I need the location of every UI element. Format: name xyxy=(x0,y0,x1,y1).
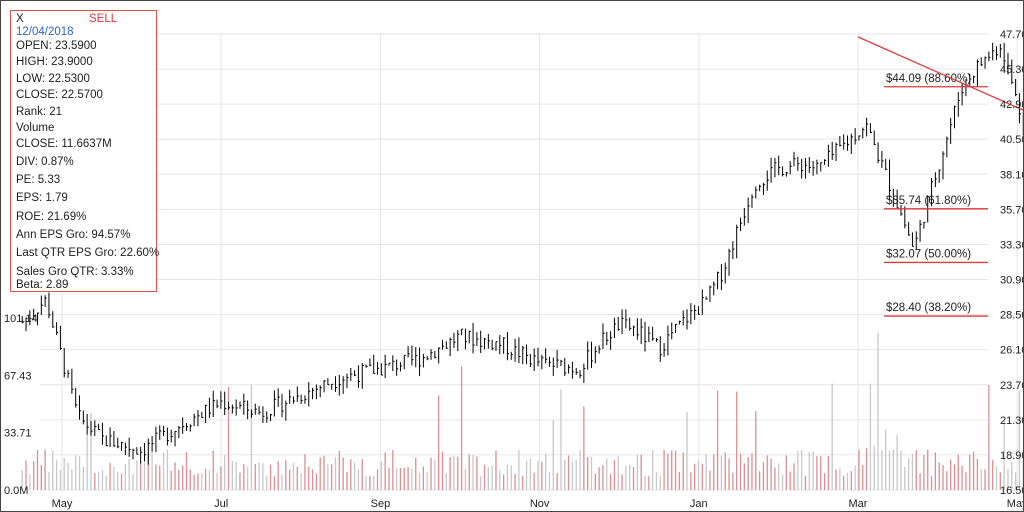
volume-tick-label: 67.43 xyxy=(4,370,32,382)
month-tick-label: May xyxy=(52,498,73,510)
volume-tick-label: 101.14 xyxy=(4,313,38,325)
price-tick-label: 21.30 xyxy=(1000,415,1024,427)
info-line: Ann EPS Gro: 94.57% xyxy=(16,229,131,241)
price-tick-label: 16.50 xyxy=(1000,485,1024,497)
price-tick-label: 35.70 xyxy=(1000,204,1024,216)
price-tick-label: 42.90 xyxy=(1000,99,1024,111)
info-box: X SELL 12/04/2018 OPEN: 23.5900 HIGH: 23.… xyxy=(10,10,160,292)
info-line: CLOSE: 22.5700 xyxy=(16,89,103,101)
info-line: Beta: 2.89 xyxy=(16,279,69,291)
month-tick-label: Mar xyxy=(849,498,868,510)
price-tick-label: 26.10 xyxy=(1000,345,1024,357)
price-tick-label: 23.70 xyxy=(1000,380,1024,392)
symbol-label: X xyxy=(16,13,24,25)
signal-badge: SELL xyxy=(89,13,118,25)
price-bars xyxy=(21,42,1024,465)
info-line: Volume xyxy=(16,122,55,134)
fib-level-label: $28.40 (38.20%) xyxy=(886,302,971,314)
price-tick-label: 47.70 xyxy=(1000,29,1024,41)
month-tick-label: Jan xyxy=(690,498,708,510)
volume-tick-label: 33.71 xyxy=(4,428,32,440)
fib-level-label: $32.07 (50.00%) xyxy=(886,248,971,260)
info-line: PE: 5.33 xyxy=(16,174,61,186)
info-line: LOW: 22.5300 xyxy=(16,73,90,85)
month-tick-label: May xyxy=(1007,498,1024,510)
month-tick-label: Jul xyxy=(214,498,228,510)
month-tick-label: Nov xyxy=(530,498,550,510)
volume-tick-label: 0.0M xyxy=(4,485,28,497)
price-tick-label: 18.90 xyxy=(1000,450,1024,462)
price-tick-label: 28.50 xyxy=(1000,310,1024,322)
info-line: EPS: 1.79 xyxy=(16,192,68,204)
chart-grid xyxy=(40,33,1018,492)
info-line: Last QTR EPS Gro: 22.60% xyxy=(16,247,160,259)
price-tick-label: 30.90 xyxy=(1000,275,1024,287)
price-tick-label: 40.50 xyxy=(1000,134,1024,146)
info-line: CLOSE: 11.6637M xyxy=(16,138,112,150)
info-line: Sales Gro QTR: 3.33% xyxy=(16,266,134,278)
info-line: OPEN: 23.5900 xyxy=(16,40,97,52)
fibonacci-levels: $44.09 (88.60%) $35.74 (61.80%) $32.07 (50… xyxy=(884,73,988,317)
axis-labels: 47.70 45.30 42.90 40.50 38.10 35.70 33.30 30.90… xyxy=(4,29,1024,510)
price-tick-label: 33.30 xyxy=(1000,239,1024,251)
month-tick-label: Sep xyxy=(371,498,391,510)
price-tick-label: 45.30 xyxy=(1000,64,1024,76)
info-line: Rank: 21 xyxy=(16,106,63,118)
price-tick-label: 38.10 xyxy=(1000,169,1024,181)
fib-level-label: $35.74 (61.80%) xyxy=(886,195,971,207)
info-line: HIGH: 23.9000 xyxy=(16,56,93,68)
date-label: 12/04/2018 xyxy=(16,26,74,38)
info-line: DIV: 0.87% xyxy=(16,156,74,168)
fib-level-label: $44.09 (88.60%) xyxy=(886,73,971,85)
info-line: ROE: 21.69% xyxy=(16,211,87,223)
volume-bars xyxy=(21,332,1024,490)
